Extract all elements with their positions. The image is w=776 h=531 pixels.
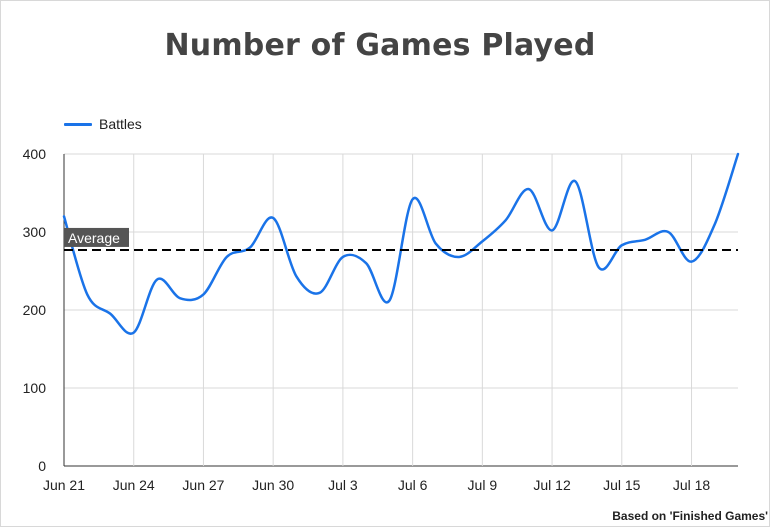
y-tick-label: 100 xyxy=(23,380,47,396)
chart-title: Number of Games Played xyxy=(164,28,596,63)
x-tick-label: Jul 9 xyxy=(468,477,498,493)
y-tick-label: 300 xyxy=(23,224,47,240)
x-tick-label: Jun 21 xyxy=(43,477,85,493)
legend[interactable]: Battles xyxy=(64,116,142,132)
x-tick-label: Jul 3 xyxy=(328,477,358,493)
grid-lines xyxy=(63,153,738,467)
footnote: Based on 'Finished Games' xyxy=(612,509,768,523)
y-tick-label: 200 xyxy=(23,302,47,318)
average-label: Average xyxy=(68,230,120,246)
x-tick-label: Jun 24 xyxy=(113,477,155,493)
y-tick-label: 0 xyxy=(38,458,46,474)
y-tick-labels: 0 100 200 300 400 xyxy=(23,146,47,474)
x-tick-labels: Jun 21 Jun 24 Jun 27 Jun 30 Jul 3 Jul 6 Jul 9 J… xyxy=(43,477,710,493)
y-tick-label: 400 xyxy=(23,146,47,162)
series-line-battles[interactable] xyxy=(62,152,740,335)
series-lines xyxy=(62,152,740,335)
x-tick-label: Jun 30 xyxy=(252,477,294,493)
average-label-bg xyxy=(64,227,129,247)
average-line-group: Average xyxy=(64,227,738,251)
x-tick-label: Jul 6 xyxy=(398,477,428,493)
x-tick-label: Jun 27 xyxy=(182,477,224,493)
x-tick-label: Jul 12 xyxy=(533,477,571,493)
x-tick-label: Jul 18 xyxy=(673,477,711,493)
legend-swatch-battles xyxy=(64,122,92,126)
x-tick-label: Jul 15 xyxy=(603,477,641,493)
legend-label-battles: Battles xyxy=(99,116,142,132)
